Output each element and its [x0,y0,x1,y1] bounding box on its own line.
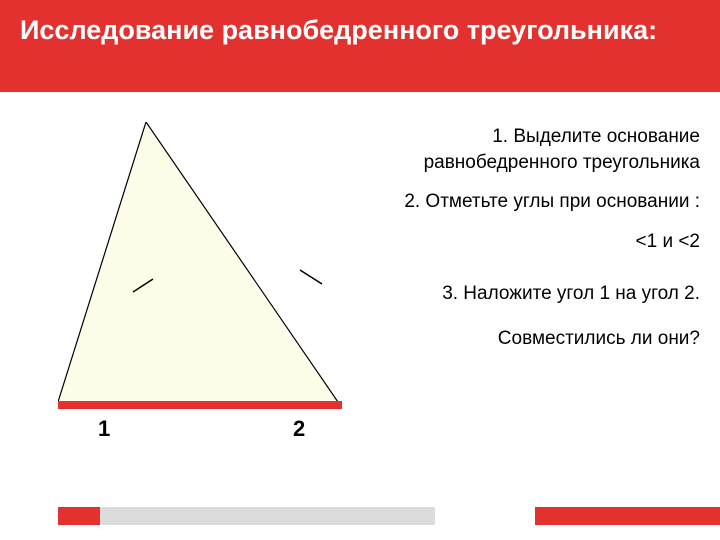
question-line: Совместились ли они? [350,326,700,352]
instructions-block: 1. Выделите основание равнобедренного тр… [350,124,700,366]
footer-accent-right [535,507,720,525]
footer-accent-left [58,507,100,525]
footer-bar [0,492,720,540]
step-2: 2. Отметьте углы при основании : [350,189,700,215]
triangle-svg [58,122,358,432]
angle-label-2: 2 [293,416,305,442]
content-area: 1 2 1. Выделите основание равнобедренног… [0,92,720,492]
angles-line: <1 и <2 [350,229,700,255]
angle-label-1: 1 [98,416,110,442]
page-title: Исследование равнобедренного треугольник… [20,14,700,48]
title-header: Исследование равнобедренного треугольник… [0,0,720,92]
step-1: 1. Выделите основание равнобедренного тр… [350,124,700,175]
step-3: 3. Наложите угол 1 на угол 2. [350,281,700,307]
triangle-diagram: 1 2 [58,122,358,437]
footer-line [100,507,435,525]
